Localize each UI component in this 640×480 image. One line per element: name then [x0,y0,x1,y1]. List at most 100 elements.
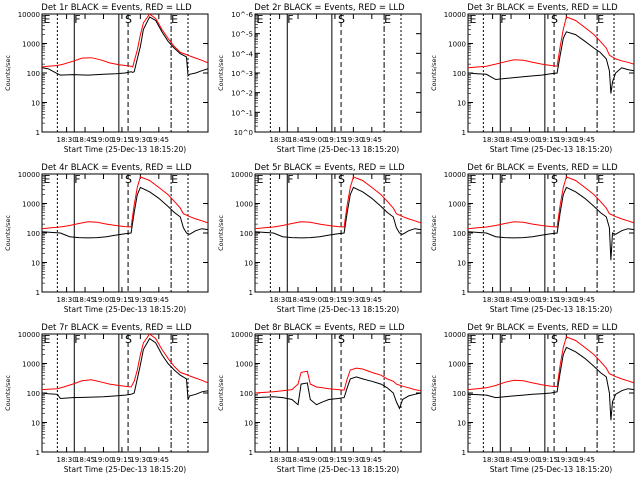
x-tick-label: 19:00 [306,296,326,304]
x-tick-label: 19:15 [538,456,558,464]
y-tick-label: 100 [240,230,253,238]
y-tick-label: 1000 [22,41,40,49]
y-tick-label: 100 [240,390,253,398]
series-events [468,31,634,94]
panel-det-8: Det 8r BLACK = Events, RED = LLD 1 10 100 10… [217,323,422,474]
x-tick-label: 19:45 [149,136,169,144]
y-tick-label: 1 [249,449,253,457]
x-axis-label: Start Time (25-Dec-13 18:15:20) [277,305,399,314]
y-tick-label: 10^-4 [231,50,253,58]
panel-det-6: Det 6r BLACK = Events, RED = LLD 1 10 100 10… [430,163,635,314]
y-tick-label: 1 [462,289,466,297]
x-axis-label: Start Time (25-Dec-13 18:15:20) [64,145,186,154]
y-tick-label: 10^-3 [231,70,253,78]
interval-marker-E: E [597,13,604,26]
x-tick-label: 19:00 [93,296,113,304]
x-axis-label: Start Time (25-Dec-13 18:15:20) [277,465,399,474]
x-tick-label: 19:30 [556,296,576,304]
interval-marker-F: F [74,173,80,186]
series-lld [42,14,208,68]
y-tick-label: 1 [36,449,40,457]
y-tick-label: 10 [244,420,253,428]
y-tick-label: 10000 [444,11,466,19]
y-tick-label: 1000 [235,361,253,369]
series-events [468,346,634,421]
series-lld [255,367,421,394]
interval-marker-E: E [597,173,604,186]
y-axis-label: Counts/sec [217,375,225,411]
plot-frame [254,13,422,133]
y-axis-label: Counts/sec [4,215,12,251]
x-tick-label: 19:15 [325,296,345,304]
y-tick-label: 10000 [18,11,40,19]
x-tick-label: 19:15 [325,456,345,464]
interval-marker-E: E [257,333,264,346]
y-tick-label: 10000 [444,331,466,339]
interval-marker-E: E [44,333,51,346]
x-tick-label: 18:45 [288,456,308,464]
y-axis-label: Counts/sec [217,215,225,251]
x-tick-label: 19:15 [325,136,345,144]
series-lld [42,176,208,230]
chart-title: Det 6r BLACK = Events, RED = LLD [467,163,618,173]
panel-det-7: Det 7r BLACK = Events, RED = LLD 1 10 100 10… [4,323,209,474]
plot-frame [41,173,209,293]
interval-marker-S: S [551,173,558,186]
panel-det-3: Det 3r BLACK = Events, RED = LLD 1 10 100 10… [430,3,635,154]
series-lld [468,176,634,230]
interval-marker-E: E [171,333,178,346]
y-axis-label: Counts/sec [217,55,225,91]
series-events [255,376,421,410]
x-axis-label: Start Time (25-Dec-13 18:15:20) [277,145,399,154]
x-tick-label: 19:15 [112,136,132,144]
x-tick-label: 18:30 [56,456,76,464]
panel-det-2: Det 2r BLACK = Events, RED = LLD 10^0 10^-… [217,3,422,154]
y-tick-label: 1 [249,289,253,297]
x-tick-label: 19:45 [149,456,169,464]
interval-marker-S: S [338,333,345,346]
interval-marker-E: E [44,173,51,186]
x-tick-label: 18:45 [75,456,95,464]
chart-title: Det 4r BLACK = Events, RED = LLD [41,163,192,173]
series-events [42,337,208,400]
x-tick-label: 18:45 [75,296,95,304]
x-tick-label: 18:45 [288,136,308,144]
y-tick-label: 100 [27,230,40,238]
x-tick-label: 19:00 [519,296,539,304]
interval-marker-S: S [125,13,132,26]
interval-marker-E: E [257,13,264,26]
x-tick-label: 19:45 [575,296,595,304]
x-axis-label: Start Time (25-Dec-13 18:15:20) [490,465,612,474]
x-tick-label: 19:30 [130,136,150,144]
x-tick-label: 18:30 [482,296,502,304]
y-tick-label: 10 [31,260,40,268]
y-tick-label: 1000 [448,201,466,209]
y-tick-label: 1 [36,289,40,297]
interval-marker-E: E [470,13,477,26]
x-tick-label: 18:45 [501,136,521,144]
x-tick-label: 19:00 [519,136,539,144]
y-tick-label: 1 [462,449,466,457]
x-tick-label: 18:30 [56,136,76,144]
y-tick-label: 100 [453,230,466,238]
y-axis-label: Counts/sec [430,55,438,91]
y-tick-label: 10 [244,260,253,268]
interval-marker-E: E [597,333,604,346]
x-tick-label: 19:45 [362,456,382,464]
x-tick-label: 19:15 [538,296,558,304]
y-axis-label: Counts/sec [4,55,12,91]
interval-marker-E: E [384,333,391,346]
y-tick-label: 100 [27,70,40,78]
interval-marker-F: F [74,13,80,26]
x-axis-label: Start Time (25-Dec-13 18:15:20) [490,145,612,154]
chart-title: Det 1r BLACK = Events, RED = LLD [41,3,192,13]
interval-marker-E: E [44,13,51,26]
y-tick-label: 10^0 [234,129,253,137]
x-tick-label: 18:45 [288,296,308,304]
x-tick-label: 19:30 [556,456,576,464]
y-tick-label: 10 [31,420,40,428]
plot-frame [254,333,422,453]
interval-marker-E: E [384,173,391,186]
y-tick-label: 10 [31,100,40,108]
